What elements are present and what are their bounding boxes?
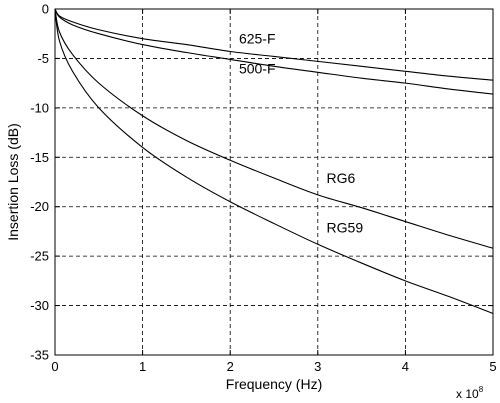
y-tick-label-1: -5: [37, 51, 49, 66]
series-line-rg59: [54, 8, 494, 314]
curve-annotations: 625-F 500-F RG6 RG59: [239, 31, 363, 236]
series-line-rg6: [54, 8, 494, 249]
x-tick-label-5: 5: [489, 359, 496, 374]
tick-marks: [54, 8, 494, 356]
x-multiplier-exponent: 8: [479, 385, 484, 394]
x-tick-label-1: 1: [139, 359, 146, 374]
x-axis-multiplier: x 108: [456, 385, 484, 401]
y-axis-label: Insertion Loss (dB): [5, 123, 21, 241]
y-tick-label-4: -20: [30, 199, 49, 214]
x-tick-label-4: 4: [402, 359, 409, 374]
x-tick-label-0: 0: [51, 359, 58, 374]
y-tick-label-2: -10: [30, 100, 49, 115]
y-tick-label-6: -30: [30, 298, 49, 313]
plot-frame: [54, 8, 494, 356]
curve-label-rg6: RG6: [327, 170, 356, 186]
data-series: [54, 8, 494, 314]
curve-label-rg59: RG59: [327, 219, 364, 235]
x-axis-label: Frequency (Hz): [226, 376, 322, 392]
series-line-500-f: [54, 8, 494, 95]
y-tick-label-0: 0: [42, 2, 49, 17]
x-tick-label-2: 2: [227, 359, 234, 374]
x-multiplier-base: x 10: [456, 387, 479, 401]
series-line-625-f: [54, 8, 494, 81]
grid-lines: [55, 9, 493, 355]
y-tick-label-3: -15: [30, 150, 49, 165]
y-tick-label-5: -25: [30, 249, 49, 264]
x-tick-label-3: 3: [314, 359, 321, 374]
y-tick-label-7: -35: [30, 348, 49, 363]
curve-label-500-f: 500-F: [239, 60, 276, 76]
curve-label-625-f: 625-F: [239, 31, 276, 47]
tick-labels: 0 1 2 3 4 5 0 -5 -10 -15 -20 -25 -30 -35: [30, 2, 496, 375]
